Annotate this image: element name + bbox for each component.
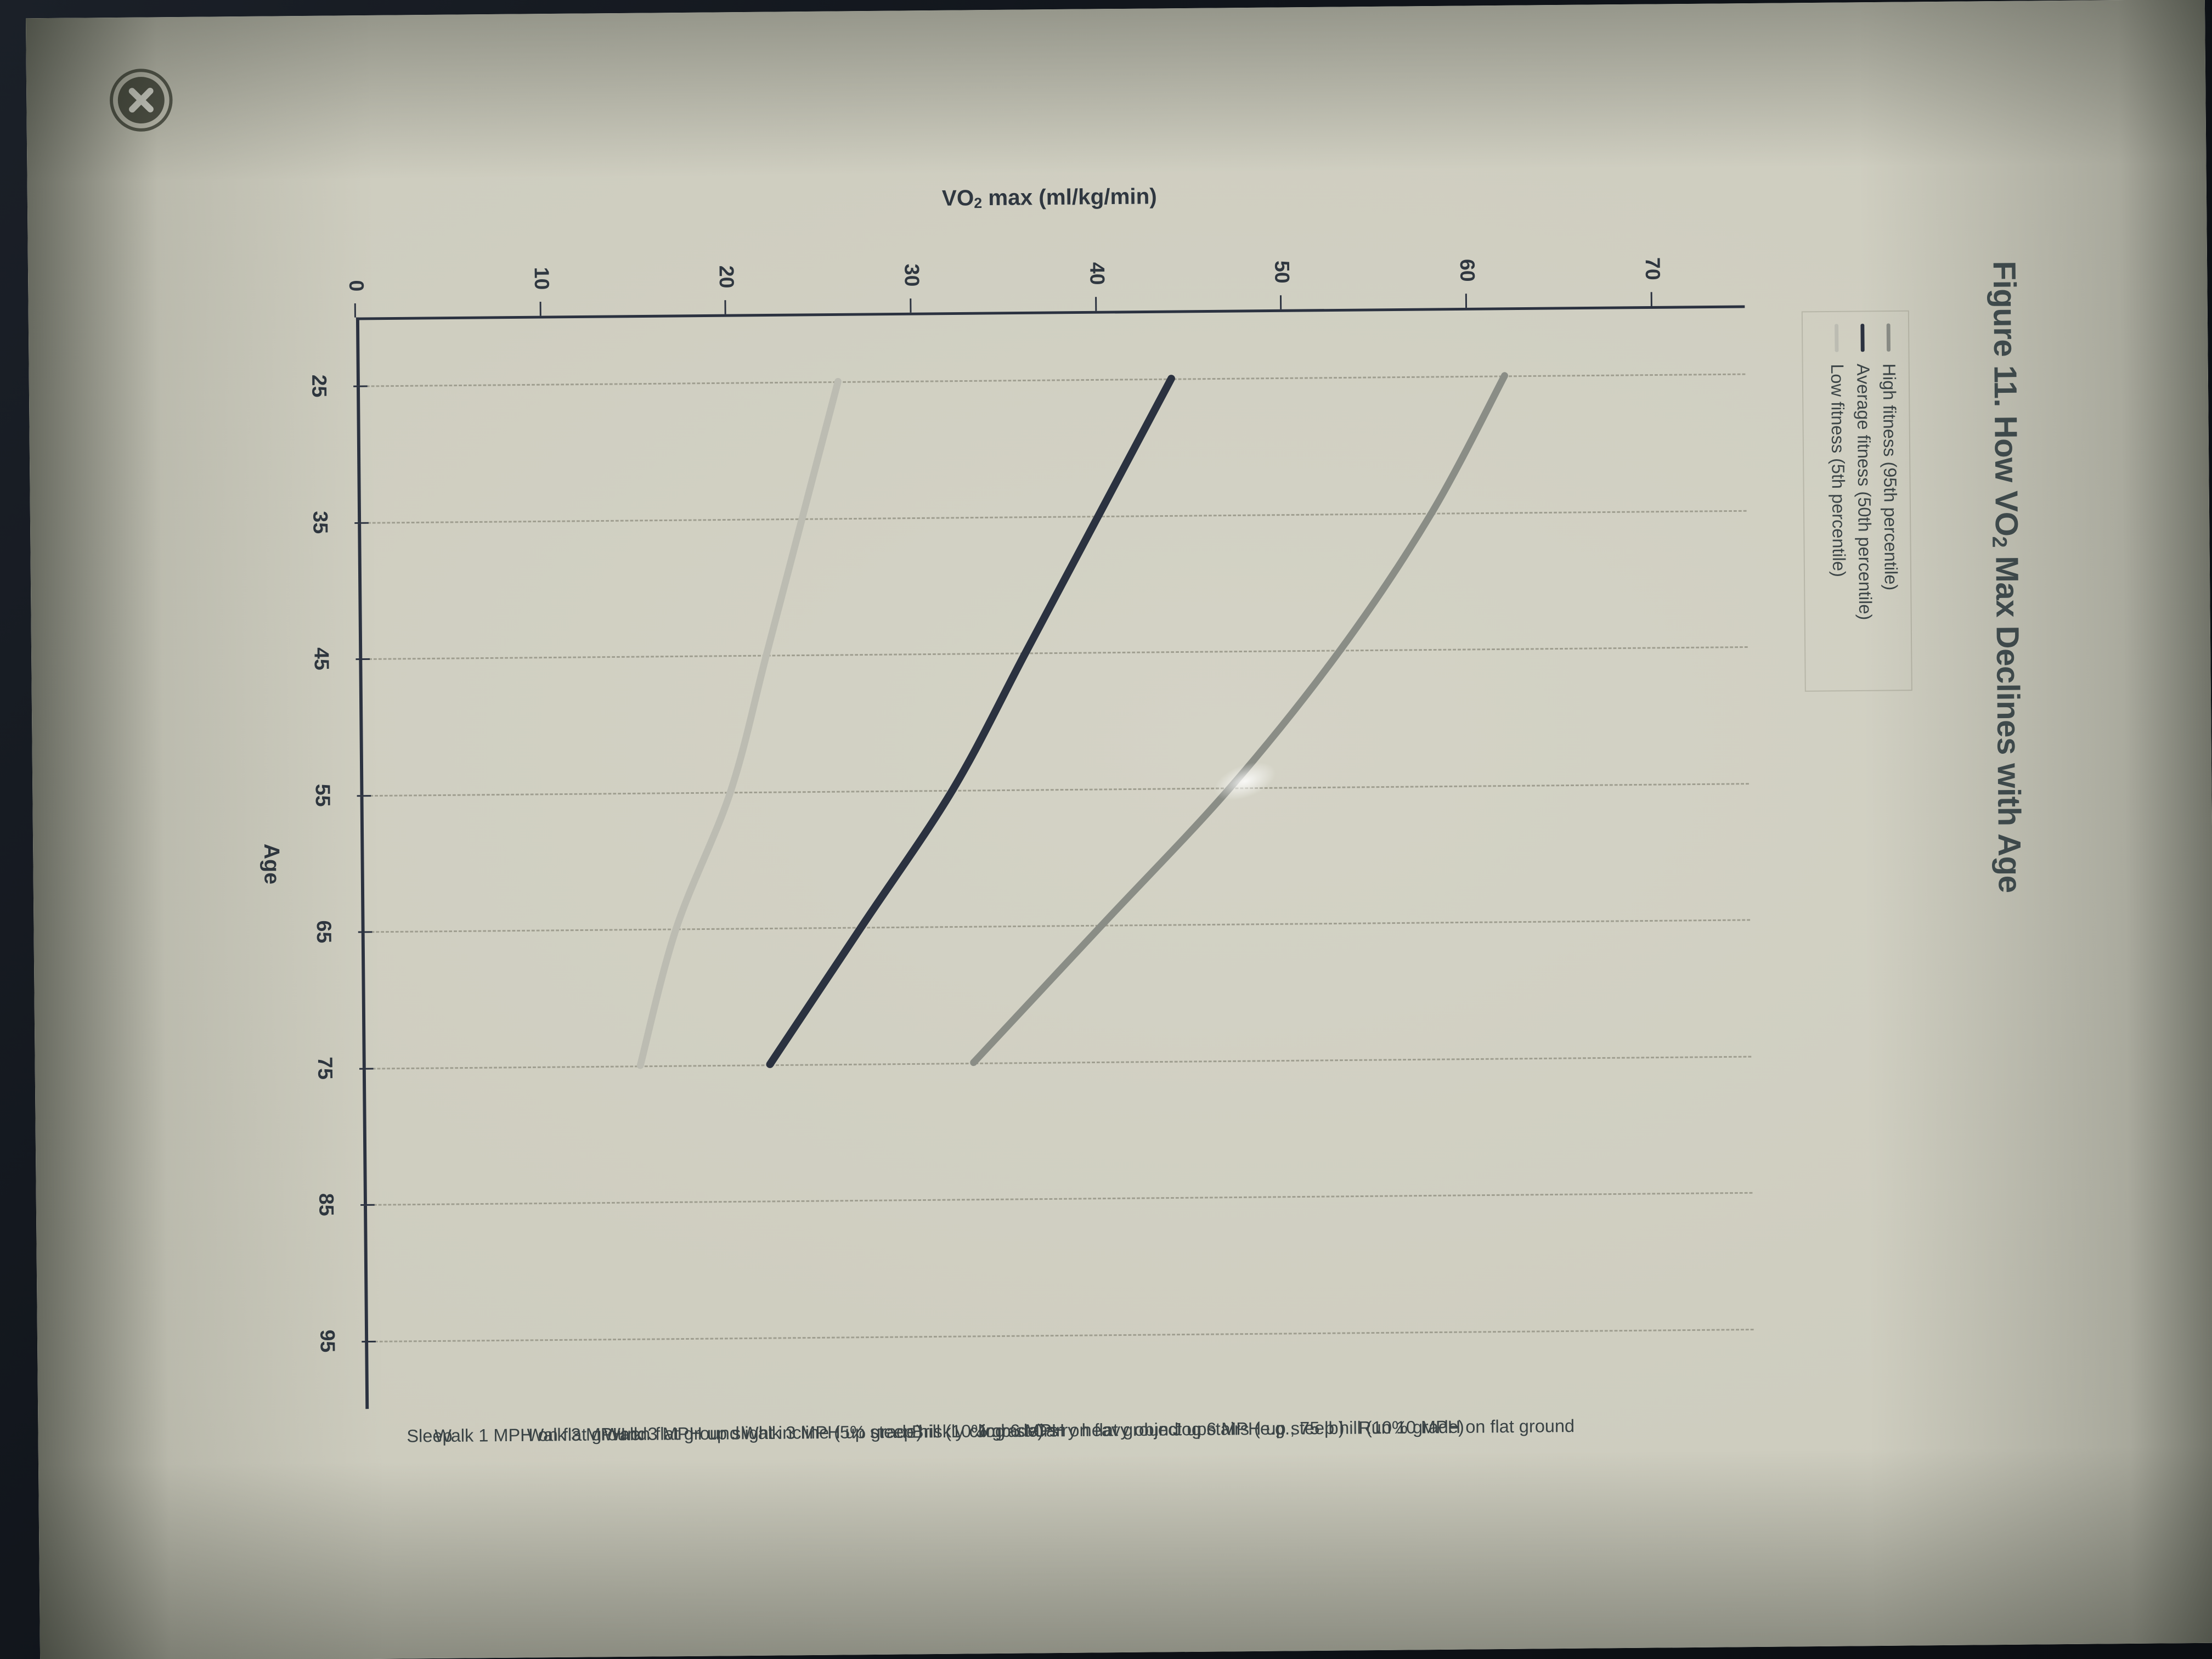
- figure-number: Figure 11.: [1986, 261, 2024, 408]
- x-tick-label: 85: [314, 1193, 337, 1216]
- y-tick: [910, 298, 912, 313]
- legend-item-low-fitness: Low fitness (5th percentile): [1825, 324, 1850, 577]
- x-tick-label: 35: [308, 511, 332, 534]
- x-tick-label: 55: [311, 783, 334, 807]
- close-icon: [110, 69, 173, 132]
- y-tick: [1094, 297, 1097, 311]
- y-tick-label: 50: [1270, 260, 1294, 284]
- chart-legend: High fitness (95th percentile) Average f…: [1801, 310, 1912, 692]
- x-axis-title: Age: [259, 843, 284, 885]
- y-axis-title: VO2 max (ml/kg/min): [941, 183, 1157, 212]
- tablet-screen: Figure 11. How VO2 Max Declines with Age…: [26, 0, 2212, 1659]
- y-tick: [724, 300, 726, 314]
- y-tick: [1465, 294, 1468, 308]
- figure-title-main: How VO: [1988, 415, 2025, 537]
- close-button[interactable]: [109, 67, 174, 133]
- x-tick-label: 45: [309, 647, 333, 670]
- series-curves: [636, 372, 1508, 1069]
- legend-label-low-fitness: Low fitness (5th percentile): [1827, 364, 1849, 577]
- plot-area: 25 35 45 55 65 75 85 95 0 10 20 30 40 50 60 70 Run 10 …: [259, 184, 1754, 1446]
- y-tick-label: 70: [1640, 257, 1664, 280]
- x-tick-label: 25: [307, 374, 330, 398]
- activity-threshold-label: Sleep: [407, 1425, 453, 1446]
- y-tick-label: 60: [1455, 258, 1479, 282]
- legend-swatch-low-fitness: [1835, 324, 1839, 352]
- legend-item-high-fitness: High fitness (95th percentile): [1877, 323, 1903, 590]
- y-tick: [1650, 292, 1652, 306]
- y-tick-label: 40: [1085, 262, 1108, 285]
- y-tick-label: 30: [900, 263, 923, 287]
- figure-title-rest: Max Declines with Age: [1989, 547, 2028, 893]
- legend-item-average-fitness: Average fitness (50th percentile): [1851, 324, 1877, 620]
- legend-swatch-high-fitness: [1887, 323, 1891, 352]
- curve-average-fitness: [766, 375, 1175, 1068]
- x-tick-label: 95: [315, 1329, 339, 1353]
- y-tick-label: 10: [529, 267, 553, 290]
- y-tick-label: 0: [345, 280, 368, 292]
- activity-threshold-label: Walk 1 MPH on flat ground: [434, 1424, 647, 1446]
- figure-page: Figure 11. How VO2 Max Declines with Age…: [116, 92, 2129, 1568]
- y-tick: [539, 302, 541, 316]
- legend-label-high-fitness: High fitness (95th percentile): [1879, 363, 1901, 591]
- figure-title: Figure 11. How VO2 Max Declines with Age: [1985, 261, 2028, 893]
- y-tick: [354, 303, 356, 318]
- legend-label-average-fitness: Average fitness (50th percentile): [1853, 363, 1876, 620]
- curve-low-fitness: [636, 377, 842, 1069]
- y-tick: [1280, 295, 1282, 309]
- x-tick-label: 65: [312, 920, 335, 944]
- figure-title-subscript: 2: [1988, 536, 2011, 548]
- y-tick-label: 20: [715, 265, 738, 289]
- legend-swatch-average-fitness: [1860, 324, 1865, 352]
- curve-high-fitness: [970, 372, 1508, 1066]
- x-tick-label: 75: [313, 1057, 336, 1080]
